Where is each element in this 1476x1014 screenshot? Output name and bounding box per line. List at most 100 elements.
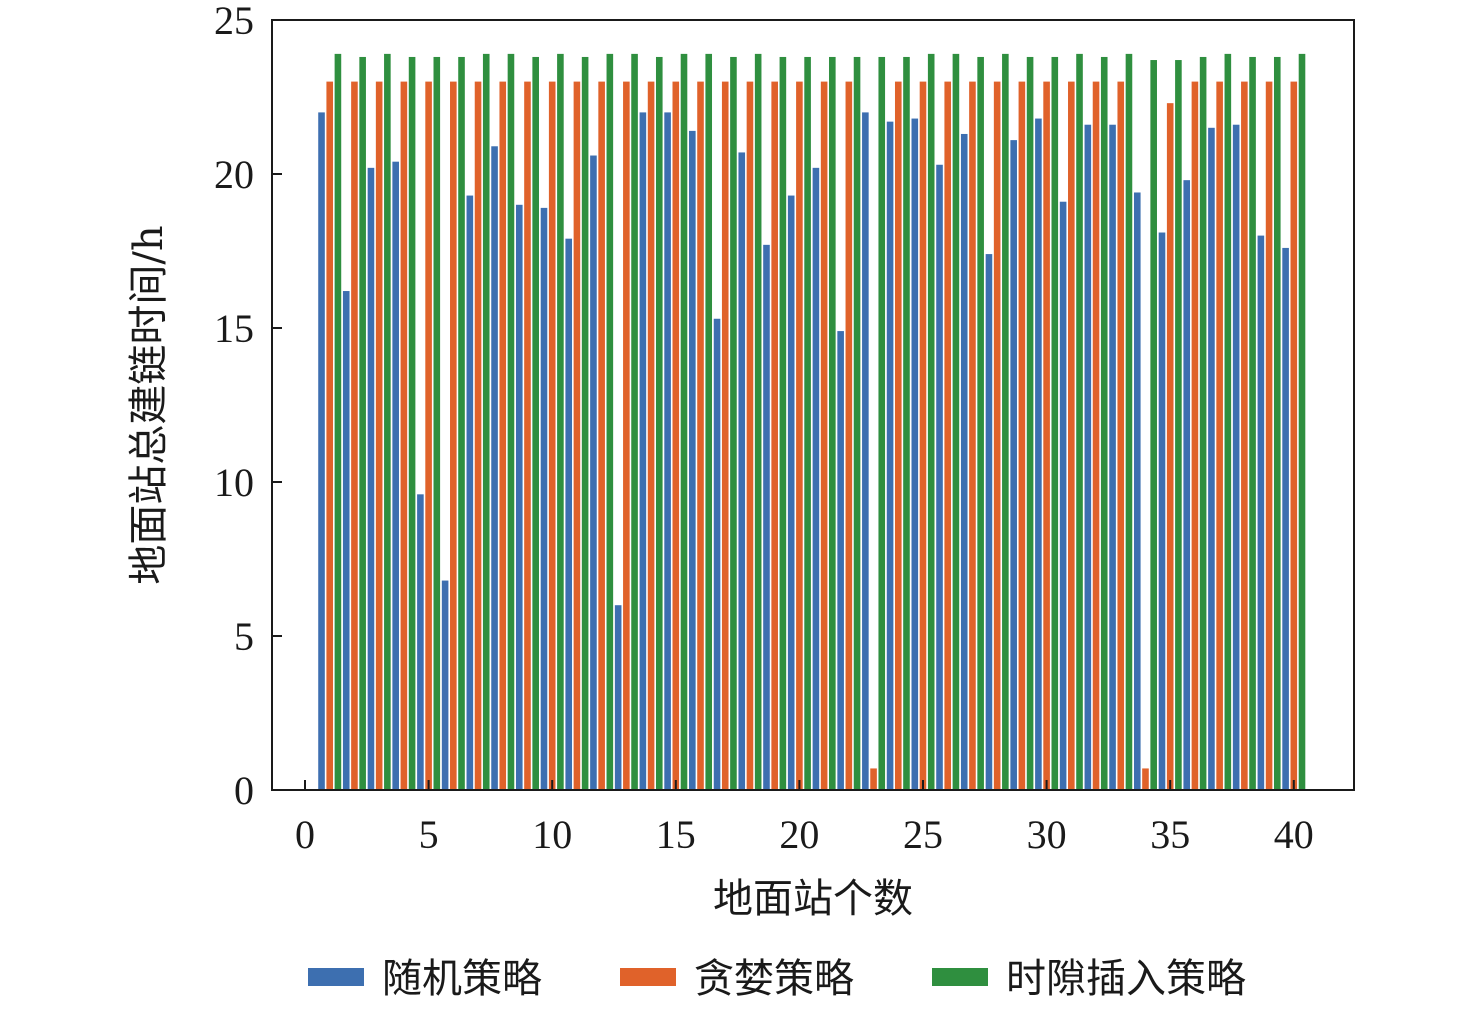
- bar-random-11: [565, 238, 573, 790]
- bar-slot-insertion-17: [730, 56, 737, 790]
- bars-group: [318, 53, 1306, 791]
- y-tick-label-5: 5: [234, 614, 254, 659]
- bar-greedy-4: [400, 81, 408, 791]
- bar-greedy-28: [993, 81, 1001, 791]
- bar-random-29: [1010, 140, 1017, 790]
- bar-random-36: [1183, 180, 1191, 790]
- bar-random-31: [1059, 201, 1067, 791]
- x-axis-label: 地面站个数: [713, 876, 913, 922]
- legend-swatch-random: [308, 968, 364, 986]
- bar-greedy-21: [820, 81, 828, 791]
- bar-random-17: [713, 318, 721, 790]
- bar-slot-insertion-2: [359, 56, 366, 790]
- legend-label-greedy: 贪婪策略: [694, 956, 854, 1002]
- bar-random-9: [515, 204, 523, 791]
- y-axis-label: 地面站总建链时间/h: [126, 225, 172, 584]
- bar-slot-insertion-32: [1100, 56, 1108, 790]
- bar-greedy-33: [1117, 81, 1125, 791]
- bar-random-5: [417, 494, 424, 790]
- bar-greedy-3: [375, 81, 383, 791]
- bar-random-28: [985, 254, 993, 790]
- bar-random-2: [342, 291, 350, 790]
- bar-slot-insertion-39: [1273, 56, 1281, 790]
- bar-random-24: [886, 121, 894, 790]
- bar-slot-insertion-10: [557, 53, 564, 790]
- bar-random-6: [441, 580, 449, 790]
- bar-slot-insertion-26: [952, 53, 960, 790]
- bar-greedy-9: [524, 81, 531, 791]
- bar-greedy-37: [1216, 81, 1223, 791]
- bar-greedy-17: [721, 81, 729, 791]
- x-tick-label-25: 25: [903, 812, 943, 857]
- bar-random-23: [862, 112, 869, 790]
- bar-slot-insertion-24: [903, 56, 910, 790]
- bar-slot-insertion-25: [927, 53, 935, 790]
- bar-random-32: [1084, 124, 1092, 791]
- bar-random-34: [1133, 192, 1141, 791]
- axis-ticks: 0 5 10 15 20 25 30 35 40 0 5 10 15 20 25: [214, 0, 1314, 857]
- bar-random-33: [1109, 124, 1116, 791]
- x-tick-label-0: 0: [295, 812, 315, 857]
- bar-random-27: [960, 133, 968, 790]
- bar-slot-insertion-23: [878, 56, 886, 790]
- bar-greedy-35: [1166, 103, 1174, 790]
- bar-greedy-20: [796, 81, 803, 791]
- bar-random-22: [837, 331, 844, 790]
- bar-random-3: [367, 167, 375, 791]
- bar-slot-insertion-6: [458, 56, 465, 790]
- legend-swatch-greedy: [620, 968, 676, 986]
- bar-random-4: [392, 161, 399, 790]
- bar-random-7: [466, 195, 474, 790]
- bar-greedy-16: [697, 81, 704, 791]
- bar-slot-insertion-12: [606, 53, 614, 790]
- bar-greedy-23: [870, 768, 877, 790]
- bar-random-8: [491, 146, 498, 790]
- bar-slot-insertion-7: [482, 53, 490, 790]
- x-tick-label-30: 30: [1027, 812, 1067, 857]
- bar-greedy-14: [647, 81, 655, 791]
- bar-slot-insertion-19: [779, 56, 787, 790]
- bar-greedy-7: [474, 81, 482, 791]
- y-tick-label-20: 20: [214, 152, 254, 197]
- legend-label-random: 随机策略: [382, 956, 542, 1002]
- bar-greedy-25: [919, 81, 927, 791]
- bar-slot-insertion-4: [408, 56, 416, 790]
- bar-slot-insertion-30: [1051, 56, 1059, 790]
- bar-greedy-12: [598, 81, 605, 791]
- bar-greedy-11: [573, 81, 581, 791]
- bar-greedy-2: [351, 81, 358, 791]
- bar-slot-insertion-14: [655, 56, 663, 790]
- x-tick-label-20: 20: [779, 812, 819, 857]
- bar-greedy-31: [1068, 81, 1075, 791]
- bar-slot-insertion-13: [631, 53, 638, 790]
- bar-slot-insertion-11: [581, 56, 589, 790]
- bar-slot-insertion-15: [680, 53, 688, 790]
- bar-greedy-36: [1191, 81, 1199, 791]
- plot-frame: [271, 19, 1355, 791]
- bar-greedy-29: [1018, 81, 1026, 791]
- bar-random-26: [936, 164, 943, 790]
- bar-greedy-5: [425, 81, 432, 791]
- bar-random-20: [787, 195, 795, 790]
- bar-greedy-1: [326, 81, 334, 791]
- bar-slot-insertion-20: [804, 56, 811, 790]
- bar-random-39: [1257, 235, 1265, 791]
- x-tick-label-5: 5: [419, 812, 439, 857]
- bar-random-13: [614, 605, 622, 790]
- y-tick-label-10: 10: [214, 460, 254, 505]
- bar-greedy-24: [894, 81, 902, 791]
- bar-greedy-15: [672, 81, 680, 791]
- bar-slot-insertion-29: [1026, 56, 1034, 790]
- legend: 随机策略 贪婪策略 时隙插入策略: [308, 956, 1246, 1002]
- bar-random-16: [689, 130, 696, 790]
- bar-greedy-30: [1043, 81, 1050, 791]
- bar-slot-insertion-5: [433, 56, 441, 790]
- bar-slot-insertion-16: [705, 53, 713, 790]
- legend-label-slot-insertion: 时隙插入策略: [1006, 956, 1246, 1002]
- bar-slot-insertion-1: [334, 53, 342, 790]
- x-tick-label-35: 35: [1150, 812, 1190, 857]
- bar-slot-insertion-37: [1224, 53, 1232, 790]
- x-tick-label-40: 40: [1274, 812, 1314, 857]
- bar-slot-insertion-3: [384, 53, 391, 790]
